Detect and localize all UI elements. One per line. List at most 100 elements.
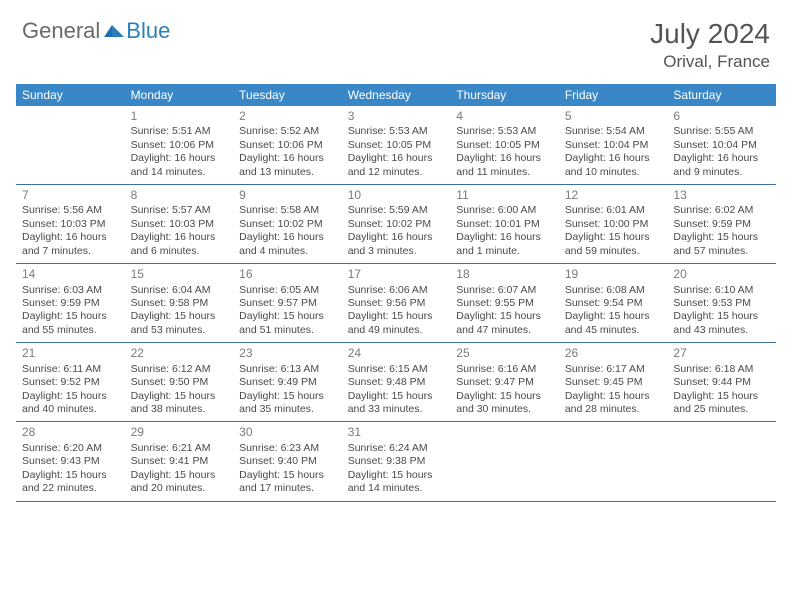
day-cell (16, 106, 125, 184)
day-number: 14 (22, 267, 119, 282)
dow-label: Monday (125, 84, 234, 106)
sunset-line: Sunset: 10:06 PM (239, 139, 336, 152)
brand-text-blue: Blue (126, 18, 170, 44)
day-number: 3 (348, 109, 445, 124)
sunrise-line: Sunrise: 6:02 AM (673, 204, 770, 217)
sunrise-line: Sunrise: 5:56 AM (22, 204, 119, 217)
daylight-line: Daylight: 15 hours and 20 minutes. (131, 469, 228, 496)
day-number: 2 (239, 109, 336, 124)
daylight-line: Daylight: 16 hours and 6 minutes. (131, 231, 228, 258)
day-cell: 13Sunrise: 6:02 AMSunset: 9:59 PMDayligh… (667, 185, 776, 263)
day-cell (559, 422, 668, 500)
sunset-line: Sunset: 10:06 PM (131, 139, 228, 152)
day-cell: 8Sunrise: 5:57 AMSunset: 10:03 PMDayligh… (125, 185, 234, 263)
day-cell: 5Sunrise: 5:54 AMSunset: 10:04 PMDayligh… (559, 106, 668, 184)
sunset-line: Sunset: 10:04 PM (673, 139, 770, 152)
title-block: July 2024 Orival, France (650, 18, 770, 72)
sunrise-line: Sunrise: 6:08 AM (565, 284, 662, 297)
daylight-line: Daylight: 16 hours and 10 minutes. (565, 152, 662, 179)
sunset-line: Sunset: 10:02 PM (239, 218, 336, 231)
sunset-line: Sunset: 9:48 PM (348, 376, 445, 389)
day-cell: 31Sunrise: 6:24 AMSunset: 9:38 PMDayligh… (342, 422, 451, 500)
sunset-line: Sunset: 9:38 PM (348, 455, 445, 468)
dow-label: Wednesday (342, 84, 451, 106)
day-cell: 4Sunrise: 5:53 AMSunset: 10:05 PMDayligh… (450, 106, 559, 184)
day-cell: 3Sunrise: 5:53 AMSunset: 10:05 PMDayligh… (342, 106, 451, 184)
daylight-line: Daylight: 15 hours and 47 minutes. (456, 310, 553, 337)
sunrise-line: Sunrise: 6:21 AM (131, 442, 228, 455)
daylight-line: Daylight: 15 hours and 45 minutes. (565, 310, 662, 337)
daylight-line: Daylight: 15 hours and 57 minutes. (673, 231, 770, 258)
day-number: 20 (673, 267, 770, 282)
dow-label: Tuesday (233, 84, 342, 106)
day-cell: 12Sunrise: 6:01 AMSunset: 10:00 PMDaylig… (559, 185, 668, 263)
sunset-line: Sunset: 9:44 PM (673, 376, 770, 389)
daylight-line: Daylight: 15 hours and 17 minutes. (239, 469, 336, 496)
daylight-line: Daylight: 16 hours and 1 minute. (456, 231, 553, 258)
day-cell: 28Sunrise: 6:20 AMSunset: 9:43 PMDayligh… (16, 422, 125, 500)
sunset-line: Sunset: 10:05 PM (456, 139, 553, 152)
day-number: 29 (131, 425, 228, 440)
sunset-line: Sunset: 9:41 PM (131, 455, 228, 468)
day-number: 8 (131, 188, 228, 203)
dow-label: Thursday (450, 84, 559, 106)
daylight-line: Daylight: 16 hours and 13 minutes. (239, 152, 336, 179)
sunrise-line: Sunrise: 6:12 AM (131, 363, 228, 376)
day-number: 17 (348, 267, 445, 282)
sunrise-line: Sunrise: 5:55 AM (673, 125, 770, 138)
sunset-line: Sunset: 9:45 PM (565, 376, 662, 389)
sunrise-line: Sunrise: 5:53 AM (456, 125, 553, 138)
calendar: SundayMondayTuesdayWednesdayThursdayFrid… (16, 84, 776, 502)
sunset-line: Sunset: 10:04 PM (565, 139, 662, 152)
sunrise-line: Sunrise: 6:15 AM (348, 363, 445, 376)
day-cell: 9Sunrise: 5:58 AMSunset: 10:02 PMDayligh… (233, 185, 342, 263)
week-row: 1Sunrise: 5:51 AMSunset: 10:06 PMDayligh… (16, 106, 776, 185)
day-number: 15 (131, 267, 228, 282)
sunrise-line: Sunrise: 6:13 AM (239, 363, 336, 376)
day-cell: 26Sunrise: 6:17 AMSunset: 9:45 PMDayligh… (559, 343, 668, 421)
sunset-line: Sunset: 9:54 PM (565, 297, 662, 310)
sunrise-line: Sunrise: 6:06 AM (348, 284, 445, 297)
sunset-line: Sunset: 9:50 PM (131, 376, 228, 389)
sunrise-line: Sunrise: 6:11 AM (22, 363, 119, 376)
day-number: 26 (565, 346, 662, 361)
week-row: 14Sunrise: 6:03 AMSunset: 9:59 PMDayligh… (16, 264, 776, 343)
sunrise-line: Sunrise: 6:05 AM (239, 284, 336, 297)
location-label: Orival, France (650, 52, 770, 72)
day-cell: 30Sunrise: 6:23 AMSunset: 9:40 PMDayligh… (233, 422, 342, 500)
sunset-line: Sunset: 9:40 PM (239, 455, 336, 468)
day-cell (450, 422, 559, 500)
day-number: 10 (348, 188, 445, 203)
sunrise-line: Sunrise: 5:59 AM (348, 204, 445, 217)
brand-logo: General Blue (22, 18, 170, 44)
day-number: 22 (131, 346, 228, 361)
day-cell: 2Sunrise: 5:52 AMSunset: 10:06 PMDayligh… (233, 106, 342, 184)
daylight-line: Daylight: 15 hours and 33 minutes. (348, 390, 445, 417)
sunrise-line: Sunrise: 6:17 AM (565, 363, 662, 376)
day-number: 25 (456, 346, 553, 361)
day-number: 5 (565, 109, 662, 124)
sunrise-line: Sunrise: 6:23 AM (239, 442, 336, 455)
day-of-week-header: SundayMondayTuesdayWednesdayThursdayFrid… (16, 84, 776, 106)
day-number: 24 (348, 346, 445, 361)
daylight-line: Daylight: 16 hours and 4 minutes. (239, 231, 336, 258)
daylight-line: Daylight: 15 hours and 30 minutes. (456, 390, 553, 417)
day-number: 28 (22, 425, 119, 440)
daylight-line: Daylight: 15 hours and 25 minutes. (673, 390, 770, 417)
daylight-line: Daylight: 16 hours and 7 minutes. (22, 231, 119, 258)
daylight-line: Daylight: 16 hours and 3 minutes. (348, 231, 445, 258)
sunset-line: Sunset: 10:01 PM (456, 218, 553, 231)
day-number: 21 (22, 346, 119, 361)
sunrise-line: Sunrise: 5:54 AM (565, 125, 662, 138)
sunset-line: Sunset: 9:49 PM (239, 376, 336, 389)
sunset-line: Sunset: 9:53 PM (673, 297, 770, 310)
day-number: 4 (456, 109, 553, 124)
sunrise-line: Sunrise: 6:07 AM (456, 284, 553, 297)
day-cell: 22Sunrise: 6:12 AMSunset: 9:50 PMDayligh… (125, 343, 234, 421)
sunset-line: Sunset: 9:59 PM (673, 218, 770, 231)
dow-label: Sunday (16, 84, 125, 106)
day-number: 6 (673, 109, 770, 124)
daylight-line: Daylight: 15 hours and 55 minutes. (22, 310, 119, 337)
sunset-line: Sunset: 9:52 PM (22, 376, 119, 389)
sunrise-line: Sunrise: 6:16 AM (456, 363, 553, 376)
